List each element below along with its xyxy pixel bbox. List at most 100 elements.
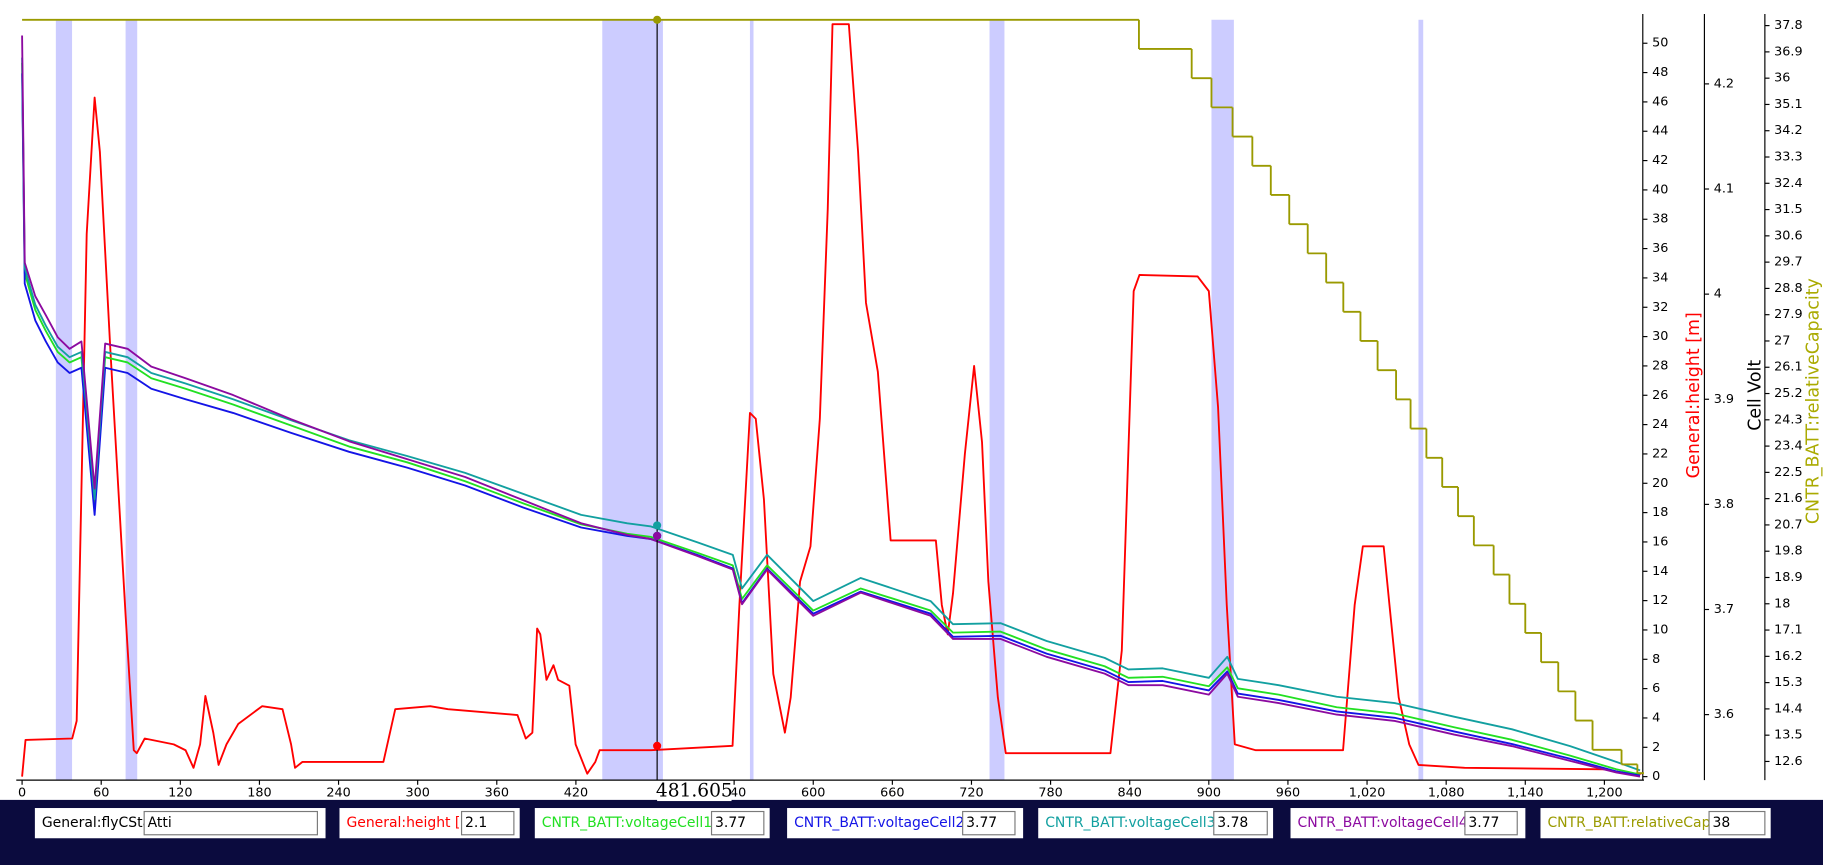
- x-tick-label: 1,140: [1507, 785, 1544, 800]
- readout-label: General:height [m]: [346, 815, 479, 831]
- y-tick-label: 20: [1652, 476, 1668, 491]
- y-axis-title: General:height [m]: [1684, 312, 1704, 478]
- y3-tick-label: 32.4: [1774, 176, 1802, 191]
- readout-value: 3.77: [1468, 815, 1499, 831]
- y3-tick-label: 27: [1774, 333, 1790, 348]
- y3-tick-label: 30.6: [1774, 228, 1802, 243]
- y-tick-label: 38: [1652, 212, 1668, 227]
- x-tick-label: 240: [326, 785, 350, 800]
- x-tick-label: 960: [1276, 785, 1300, 800]
- y-tick-label: 26: [1652, 388, 1668, 403]
- y3-tick-label: 16.2: [1774, 649, 1802, 664]
- y3-tick-label: 26.1: [1774, 360, 1802, 375]
- x-tick-label: 0: [18, 785, 26, 800]
- y3-tick-label: 18.9: [1774, 570, 1802, 585]
- cursor-dot: [653, 521, 662, 530]
- x-tick-label: 900: [1197, 785, 1221, 800]
- y-tick-label: 4: [1652, 710, 1660, 725]
- state-band: [55, 19, 73, 781]
- y3-tick-label: 27.9: [1774, 307, 1802, 322]
- x-tick-label: 840: [1118, 785, 1142, 800]
- readout-input[interactable]: [143, 810, 318, 836]
- state-band: [1418, 19, 1424, 781]
- readout-value: Atti: [148, 815, 172, 831]
- x-tick-label: 600: [801, 785, 825, 800]
- y3-tick-label: 31.5: [1774, 202, 1802, 217]
- readout-input[interactable]: [962, 810, 1016, 836]
- x-tick-label: 120: [168, 785, 192, 800]
- y3-tick-label: 12.6: [1774, 754, 1802, 769]
- x-tick-label: 180: [247, 785, 271, 800]
- y2-axis-title: Cell Volt: [1746, 360, 1766, 431]
- readout-label: CNTR_BATT:voltageCell2 [V]: [794, 815, 989, 831]
- y2-tick-label: 4.2: [1714, 76, 1734, 91]
- y-tick-label: 24: [1652, 417, 1668, 432]
- y2-tick-label: 4.1: [1714, 182, 1734, 197]
- series-line: [21, 35, 1641, 778]
- y3-tick-label: 37.8: [1774, 18, 1802, 33]
- y-tick-label: 48: [1652, 65, 1668, 80]
- y-tick-label: 32: [1652, 300, 1668, 315]
- y3-tick-label: 23.4: [1774, 439, 1802, 454]
- y-tick-label: 42: [1652, 153, 1668, 168]
- y2-tick-label: 3.6: [1714, 707, 1734, 722]
- cursor-dot: [653, 531, 662, 540]
- readout-label: CNTR_BATT:voltageCell1 [V]: [542, 815, 737, 831]
- y3-tick-label: 36.9: [1774, 44, 1802, 59]
- y-tick-label: 6: [1652, 681, 1660, 696]
- readout-input[interactable]: [1213, 810, 1268, 836]
- y3-tick-label: 33.3: [1774, 150, 1802, 165]
- y3-tick-label: 20.7: [1774, 517, 1802, 532]
- y-tick-label: 16: [1652, 534, 1668, 549]
- y-tick-label: 12: [1652, 593, 1668, 608]
- y2-tick-label: 4: [1714, 287, 1722, 302]
- cursor-label: 481.605: [656, 781, 733, 802]
- readout-input[interactable]: [710, 810, 765, 836]
- y3-tick-label: 28.8: [1774, 281, 1802, 296]
- series-line: [21, 73, 1641, 777]
- y3-tick-label: 18: [1774, 596, 1790, 611]
- y3-tick-label: 17.1: [1774, 623, 1802, 638]
- y3-tick-label: 22.5: [1774, 465, 1802, 480]
- y-tick-label: 10: [1652, 622, 1668, 637]
- x-tick-label: 720: [959, 785, 983, 800]
- x-tick-label: 660: [880, 785, 904, 800]
- state-band: [602, 19, 663, 781]
- y-tick-label: 14: [1652, 564, 1668, 579]
- readout-label: CNTR_BATT:voltageCell4 [V]: [1297, 815, 1492, 831]
- state-band: [749, 19, 754, 781]
- y3-tick-label: 25.2: [1774, 386, 1802, 401]
- readout-input[interactable]: [1708, 810, 1766, 836]
- readout-label: CNTR_BATT:voltageCell3 [V]: [1045, 815, 1240, 831]
- readout-input[interactable]: [1464, 810, 1518, 836]
- y3-tick-label: 24.3: [1774, 412, 1802, 427]
- y-tick-label: 46: [1652, 94, 1668, 109]
- y2-tick-label: 3.7: [1714, 602, 1734, 617]
- readout-value: 2.1: [465, 815, 487, 831]
- y-tick-label: 8: [1652, 652, 1660, 667]
- y-tick-label: 30: [1652, 329, 1668, 344]
- x-tick-label: 1,200: [1586, 785, 1623, 800]
- x-tick-label: 1,020: [1349, 785, 1386, 800]
- cursor-dot: [653, 741, 662, 750]
- y3-axis-title: CNTR_BATT:relativeCapacity: [1804, 278, 1823, 524]
- y3-tick-label: 14.4: [1774, 701, 1802, 716]
- series-line: [21, 23, 1642, 777]
- y-tick-label: 36: [1652, 241, 1668, 256]
- readout-value: 3.77: [715, 815, 746, 831]
- readout-input[interactable]: [460, 810, 515, 836]
- x-tick-label: 360: [485, 785, 509, 800]
- x-tick-label: 780: [1038, 785, 1062, 800]
- y-tick-label: 22: [1652, 446, 1668, 461]
- y3-tick-label: 35.1: [1774, 97, 1802, 112]
- y-tick-label: 40: [1652, 182, 1668, 197]
- y3-tick-label: 21.6: [1774, 491, 1802, 506]
- readout-value: 38: [1713, 815, 1731, 831]
- readout-value: 3.77: [966, 815, 997, 831]
- y-tick-label: 34: [1652, 270, 1668, 285]
- y3-tick-label: 13.5: [1774, 728, 1802, 743]
- y3-tick-label: 15.3: [1774, 675, 1802, 690]
- cursor-label-box: [657, 781, 732, 802]
